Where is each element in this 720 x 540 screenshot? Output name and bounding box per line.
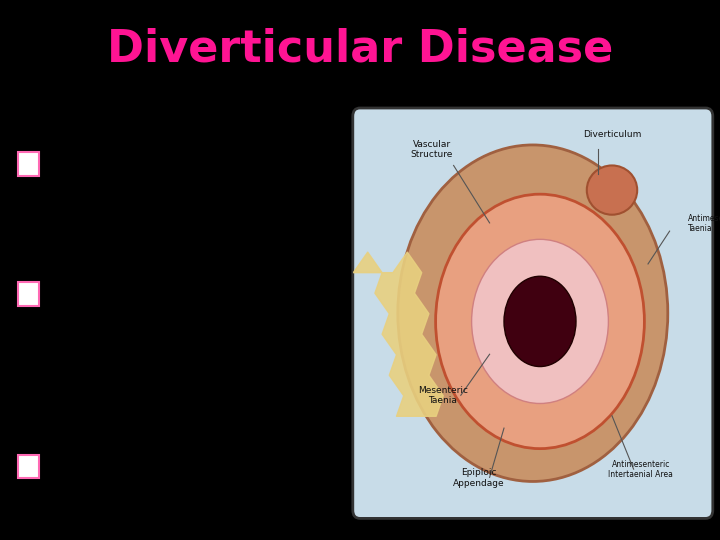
Text: Epiploic
Appendage: Epiploic Appendage (453, 468, 505, 488)
FancyBboxPatch shape (18, 152, 39, 176)
Text: : inflammation of: : inflammation of (123, 457, 238, 470)
Ellipse shape (472, 239, 608, 403)
Ellipse shape (397, 145, 668, 482)
Text: colon: colon (63, 289, 99, 302)
Text: one or more diverticula (caused: one or more diverticula (caused (63, 490, 276, 503)
Text: : pouchlike: : pouchlike (110, 154, 183, 167)
Text: Diverticular Disease: Diverticular Disease (107, 27, 613, 70)
FancyBboxPatch shape (353, 108, 713, 518)
Text: Antimesenteric
Intertaenial Area: Antimesenteric Intertaenial Area (608, 460, 673, 480)
Text: problems): problems) (63, 419, 130, 432)
Text: inflammation, this causes few: inflammation, this causes few (63, 385, 263, 398)
Text: Antimesenteric
Taenia: Antimesenteric Taenia (688, 214, 720, 233)
Text: abnormal diverticula in the wall: abnormal diverticula in the wall (63, 318, 275, 330)
FancyBboxPatch shape (18, 455, 39, 478)
Text: portion of the gut, usually the: portion of the gut, usually the (63, 255, 263, 268)
Text: through the muscular wall of any: through the muscular wall of any (63, 222, 284, 235)
Text: Diverticulitis: Diverticulitis (63, 457, 159, 470)
FancyBboxPatch shape (18, 282, 39, 306)
Ellipse shape (504, 276, 576, 367)
Text: Diverticula: Diverticula (63, 154, 145, 167)
Ellipse shape (587, 165, 637, 215)
Text: by trapping of undigested food: by trapping of undigested food (63, 524, 270, 537)
Text: herniations of the mucosa: herniations of the mucosa (63, 188, 238, 201)
Text: Mesenteric
Taenia: Mesenteric Taenia (418, 386, 468, 406)
Text: of the intestine (without: of the intestine (without (63, 352, 225, 365)
Text: : presence of many: : presence of many (123, 284, 252, 297)
Ellipse shape (436, 194, 644, 449)
Text: Diverticulum: Diverticulum (582, 130, 642, 139)
Text: Diverticulosis: Diverticulosis (63, 284, 166, 297)
Text: Vascular
Structure: Vascular Structure (411, 140, 453, 159)
